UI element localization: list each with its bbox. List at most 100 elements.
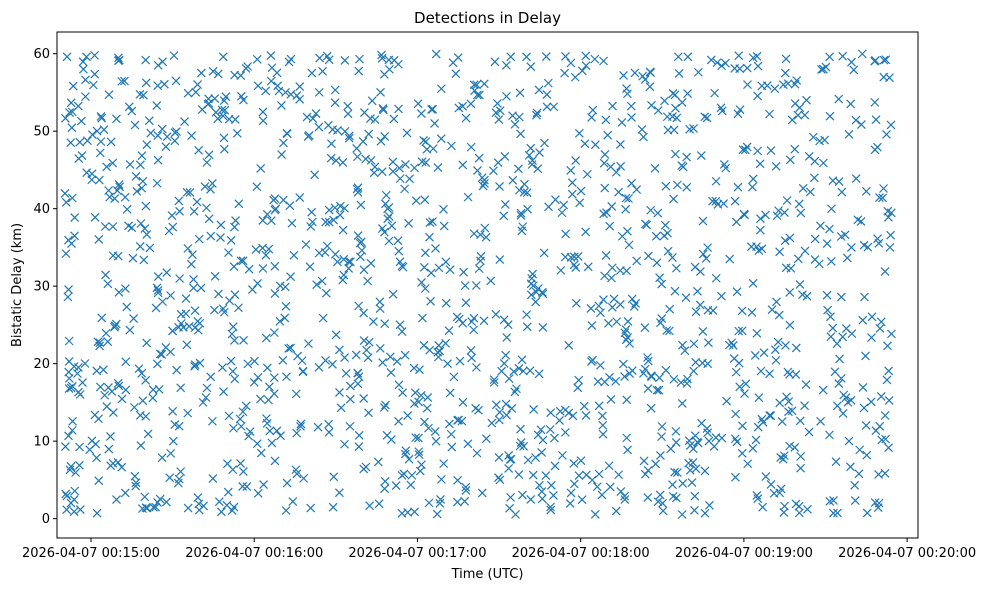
data-point-x-marker bbox=[67, 425, 77, 435]
data-point-x-marker bbox=[858, 315, 868, 325]
data-point-x-marker bbox=[862, 450, 872, 460]
data-point-x-marker bbox=[129, 314, 139, 323]
data-point-x-marker bbox=[138, 90, 148, 100]
data-point-x-marker bbox=[436, 495, 445, 504]
data-point-x-marker bbox=[849, 65, 859, 75]
data-point-x-marker bbox=[102, 162, 112, 172]
data-point-x-marker bbox=[219, 133, 229, 143]
data-point-x-marker bbox=[151, 502, 161, 512]
data-point-x-marker bbox=[81, 75, 90, 85]
data-point-x-marker bbox=[95, 338, 105, 348]
data-point-x-marker bbox=[354, 442, 364, 452]
data-point-x-marker bbox=[154, 385, 164, 394]
data-point-x-marker bbox=[378, 358, 388, 367]
data-point-x-marker bbox=[838, 332, 848, 342]
data-point-x-marker bbox=[828, 508, 838, 518]
data-point-x-marker bbox=[474, 405, 483, 415]
data-point-x-marker bbox=[556, 265, 566, 275]
data-point-x-marker bbox=[106, 461, 116, 471]
data-point-x-marker bbox=[618, 359, 628, 369]
data-point-x-marker bbox=[431, 49, 441, 59]
data-point-x-marker bbox=[520, 179, 529, 189]
data-point-x-marker bbox=[514, 364, 524, 373]
data-point-x-marker bbox=[458, 160, 468, 170]
data-point-x-marker bbox=[640, 469, 650, 479]
data-point-x-marker bbox=[259, 480, 268, 489]
data-point-x-marker bbox=[837, 187, 847, 197]
data-point-x-marker bbox=[425, 218, 435, 228]
data-point-x-marker bbox=[622, 89, 632, 99]
data-point-x-marker bbox=[375, 343, 385, 353]
data-point-x-marker bbox=[324, 217, 334, 227]
data-point-x-marker bbox=[669, 374, 679, 384]
data-point-x-marker bbox=[853, 215, 863, 225]
data-point-x-marker bbox=[331, 156, 341, 166]
data-point-x-marker bbox=[743, 459, 753, 469]
data-point-x-marker bbox=[362, 345, 371, 355]
data-point-x-marker bbox=[570, 72, 580, 82]
data-point-x-marker bbox=[128, 253, 138, 263]
data-point-x-marker bbox=[168, 222, 178, 232]
data-point-x-marker bbox=[487, 418, 497, 428]
data-point-x-marker bbox=[689, 339, 699, 349]
data-point-x-marker bbox=[62, 505, 72, 515]
data-point-x-marker bbox=[345, 421, 355, 431]
data-point-x-marker bbox=[344, 131, 354, 141]
data-point-x-marker bbox=[284, 344, 294, 353]
data-point-x-marker bbox=[65, 108, 74, 118]
data-point-x-marker bbox=[826, 312, 835, 322]
data-point-x-marker bbox=[621, 204, 631, 214]
data-point-x-marker bbox=[543, 78, 553, 88]
data-point-x-marker bbox=[514, 185, 524, 195]
data-point-x-marker bbox=[75, 137, 85, 147]
data-point-x-marker bbox=[698, 216, 708, 226]
data-point-x-marker bbox=[100, 222, 110, 231]
data-point-x-marker bbox=[103, 337, 113, 347]
data-point-x-marker bbox=[519, 441, 529, 451]
data-point-x-marker bbox=[267, 438, 277, 448]
data-point-x-marker bbox=[208, 474, 218, 484]
data-point-x-marker bbox=[717, 61, 727, 71]
data-point-x-marker bbox=[261, 86, 271, 96]
data-point-x-marker bbox=[533, 164, 543, 174]
data-point-x-marker bbox=[166, 448, 176, 458]
data-point-x-marker bbox=[204, 150, 214, 160]
data-point-x-marker bbox=[825, 496, 835, 506]
data-point-x-marker bbox=[626, 101, 636, 111]
data-point-x-marker bbox=[766, 479, 776, 489]
data-point-x-marker bbox=[340, 353, 350, 363]
data-point-x-marker bbox=[532, 110, 541, 120]
data-point-x-marker bbox=[587, 475, 597, 485]
data-point-x-marker bbox=[129, 402, 139, 412]
data-point-x-marker bbox=[800, 110, 810, 120]
data-point-x-marker bbox=[773, 337, 783, 347]
data-point-x-marker bbox=[600, 150, 610, 159]
data-point-x-marker bbox=[395, 174, 405, 184]
data-point-x-marker bbox=[335, 201, 345, 211]
data-point-x-marker bbox=[643, 353, 652, 362]
data-point-x-marker bbox=[652, 258, 662, 268]
data-point-x-marker bbox=[765, 109, 774, 119]
data-point-x-marker bbox=[767, 305, 777, 315]
data-point-x-marker bbox=[104, 383, 113, 392]
data-point-x-marker bbox=[748, 443, 758, 453]
data-point-x-marker bbox=[244, 431, 254, 441]
data-point-x-marker bbox=[599, 158, 609, 168]
data-point-x-marker bbox=[854, 469, 864, 479]
data-point-x-marker bbox=[515, 88, 525, 98]
data-point-x-marker bbox=[674, 68, 684, 78]
data-point-x-marker bbox=[795, 280, 805, 289]
data-point-x-marker bbox=[340, 439, 349, 449]
data-point-x-marker bbox=[381, 190, 391, 200]
data-point-x-marker bbox=[646, 68, 656, 77]
data-point-x-marker bbox=[780, 501, 789, 511]
data-point-x-marker bbox=[463, 192, 473, 202]
data-point-x-marker bbox=[286, 343, 296, 353]
data-point-x-marker bbox=[802, 291, 812, 301]
data-point-x-marker bbox=[688, 458, 698, 468]
data-point-x-marker bbox=[284, 57, 294, 67]
data-point-x-marker bbox=[122, 204, 132, 214]
data-point-x-marker bbox=[441, 338, 451, 348]
data-point-x-marker bbox=[81, 92, 90, 102]
data-point-x-marker bbox=[386, 368, 396, 377]
